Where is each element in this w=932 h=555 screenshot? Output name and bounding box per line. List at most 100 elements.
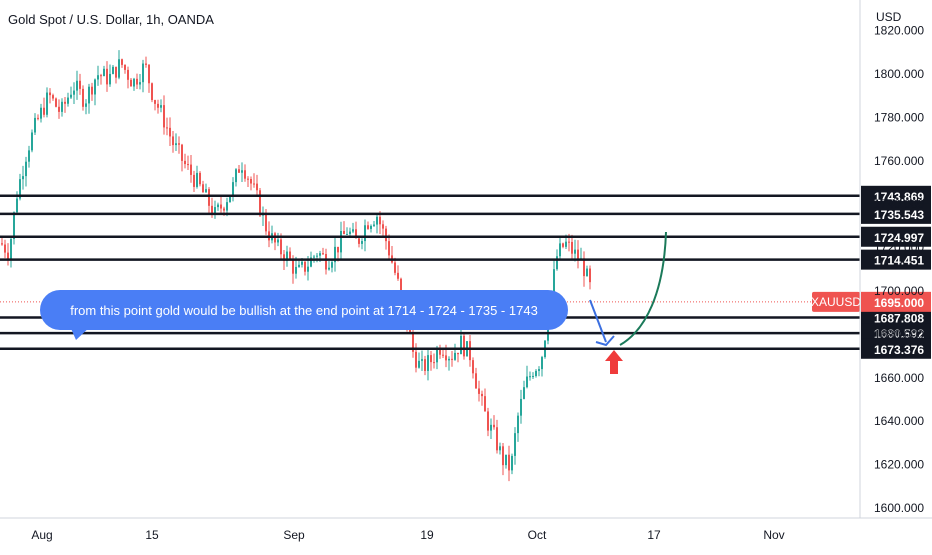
candle (433, 353, 435, 369)
candle-body (241, 170, 243, 173)
time-tick-label: Oct (528, 528, 547, 542)
candle (205, 183, 207, 193)
candle (250, 176, 252, 191)
candle (76, 70, 78, 100)
candle-body (421, 359, 423, 361)
candle-body (136, 78, 138, 85)
candle (493, 415, 495, 430)
price-tick-label: 1820.000 (874, 24, 924, 38)
candle-body (283, 254, 285, 262)
candle (370, 224, 372, 233)
candle (361, 238, 363, 250)
candle (529, 371, 531, 381)
candle-body (118, 59, 120, 78)
candle (586, 265, 588, 277)
candle-body (259, 190, 261, 216)
candle (202, 180, 204, 193)
candle (382, 220, 384, 237)
candle-body (475, 373, 477, 389)
candle-body (517, 415, 519, 434)
candle (574, 239, 576, 262)
price-tick-label: 1740.000 (874, 197, 924, 211)
time-tick-label: Sep (283, 528, 305, 542)
candle-body (205, 189, 207, 193)
time-tick-label: 15 (145, 528, 159, 542)
candle (508, 445, 510, 482)
candle (526, 365, 528, 389)
candle (49, 88, 51, 104)
candle-body (256, 183, 258, 191)
candle-body (202, 184, 204, 193)
price-tick-label: 1620.000 (874, 458, 924, 472)
candle-body (145, 63, 147, 65)
candle (220, 194, 222, 215)
candle-body (277, 239, 279, 243)
candle (517, 412, 519, 442)
candle-body (154, 100, 156, 104)
candle-body (337, 246, 339, 253)
price-tick-label: 1800.000 (874, 67, 924, 81)
candle (352, 222, 354, 234)
candle-body (91, 86, 93, 95)
candle (175, 133, 177, 152)
candle-body (94, 79, 96, 95)
candle-body (412, 332, 414, 352)
candle (523, 380, 525, 400)
candle (442, 349, 444, 359)
candle-body (238, 169, 240, 173)
candle (541, 355, 543, 377)
candle-body (247, 178, 249, 180)
red-up-arrow (605, 350, 623, 374)
candle-body (559, 243, 561, 257)
candle-body (340, 230, 342, 253)
price-tick-label: 1640.000 (874, 414, 924, 428)
candle-body (232, 182, 234, 196)
candle-body (478, 388, 480, 394)
candle-body (190, 164, 192, 175)
candle-body (427, 355, 429, 371)
candle (73, 82, 75, 105)
candle (133, 77, 135, 91)
drawings: from this point gold would be bullish at… (40, 231, 667, 374)
candle (289, 247, 291, 261)
candle-body (586, 268, 588, 277)
candle (139, 73, 141, 90)
candle-body (133, 78, 135, 87)
candle-body (208, 189, 210, 206)
candle (502, 442, 504, 476)
candle (481, 390, 483, 406)
candle (121, 58, 123, 68)
candle-body (490, 424, 492, 431)
candle-body (298, 264, 300, 267)
candle-body (40, 107, 42, 119)
candle-body (538, 369, 540, 371)
candle-body (454, 352, 456, 360)
time-tick-label: Aug (31, 528, 52, 542)
candle-body (124, 64, 126, 70)
level-tag-label: 1687.808 (874, 311, 924, 325)
candle (100, 73, 102, 85)
candle-body (253, 183, 255, 185)
candle-body (244, 170, 246, 179)
candle-body (556, 256, 558, 270)
level-tag-label: 1743.869 (874, 190, 924, 204)
candle (532, 372, 534, 379)
candle (163, 95, 165, 135)
candle (196, 165, 198, 189)
candle (559, 237, 561, 259)
level-tag (861, 307, 931, 328)
candle (193, 170, 195, 192)
candle (469, 335, 471, 367)
candle-body (355, 229, 357, 239)
candle-body (295, 266, 297, 274)
candle-body (292, 259, 294, 274)
candle-body (469, 341, 471, 361)
candle-body (112, 66, 114, 74)
candle-body (70, 94, 72, 98)
candle-body (307, 266, 309, 272)
candle (388, 234, 390, 261)
candle (262, 206, 264, 227)
candle-body (532, 375, 534, 377)
